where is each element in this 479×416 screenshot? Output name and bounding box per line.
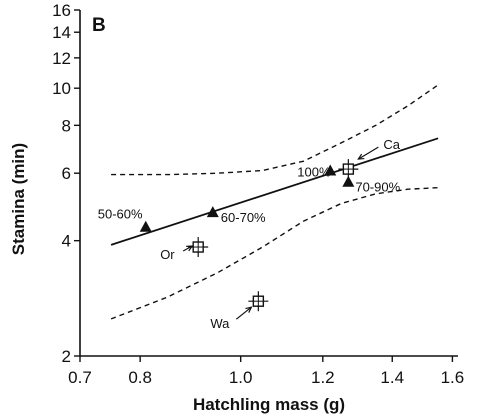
plot-area: 2 4 6 8 10 12 14 16 0.7 0.8 1.0 1.2 1.4 1.6 50-60% 60-7… <box>52 1 464 387</box>
triangle-point-label: 60-70% <box>221 210 266 225</box>
x-tick-label: 1.2 <box>311 368 335 387</box>
confidence-band-lower <box>110 187 439 320</box>
x-tick-label: 1.6 <box>441 368 465 387</box>
confidence-band-upper <box>111 84 439 176</box>
arrow-line <box>235 306 252 320</box>
y-tick-label: 8 <box>62 116 71 135</box>
arrow-head <box>245 306 253 313</box>
square-point-label: Ca <box>383 137 400 152</box>
triangle-point-label: 70-90% <box>355 180 400 195</box>
triangle-point-label: 100% <box>297 164 331 179</box>
y-tick-label: 12 <box>52 49 71 68</box>
y-tick-label: 4 <box>62 232 71 251</box>
triangle-marker <box>342 175 355 187</box>
x-axis-title: Hatchling mass (g) <box>193 395 345 414</box>
x-tick-label: 1.4 <box>380 368 404 387</box>
x-tick-label: 1.0 <box>229 368 253 387</box>
y-tick-label: 16 <box>52 1 71 20</box>
square-point-label: Wa <box>210 316 230 331</box>
y-tick-label: 2 <box>62 347 71 366</box>
triangle-point-label: 50-60% <box>98 207 143 222</box>
y-tick-label: 10 <box>52 79 71 98</box>
y-axis-title: Stamina (min) <box>9 143 28 255</box>
x-tick-label: 0.8 <box>128 368 152 387</box>
arrow-line <box>182 245 193 252</box>
y-tick-label: 14 <box>52 23 71 42</box>
panel-label: B <box>92 15 106 36</box>
triangle-marker <box>324 164 337 176</box>
triangle-marker <box>139 220 152 232</box>
arrow-line <box>358 146 379 160</box>
square-point-label: Or <box>160 247 175 262</box>
arrow-head <box>357 153 365 160</box>
triangle-marker <box>206 206 219 218</box>
regression-line <box>110 137 439 246</box>
y-tick-label: 6 <box>62 164 71 183</box>
x-tick-label: 0.7 <box>68 368 92 387</box>
arrow-head <box>186 245 194 252</box>
